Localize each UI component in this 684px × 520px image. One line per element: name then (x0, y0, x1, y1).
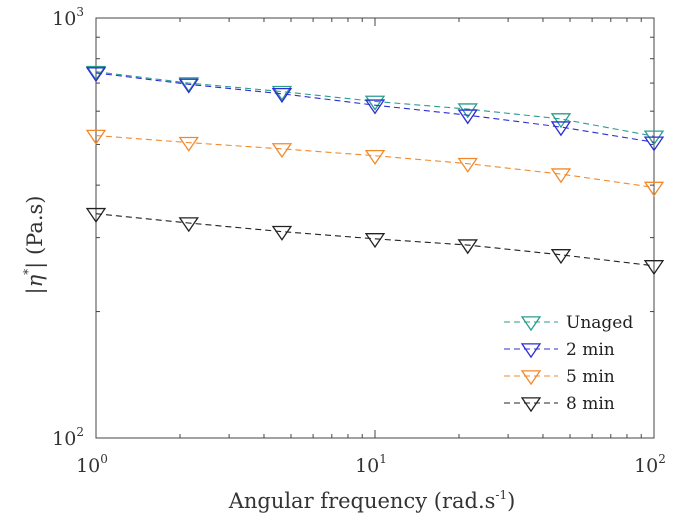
series-5-min (85, 129, 665, 197)
data-point (178, 77, 199, 93)
legend-marker (520, 397, 542, 413)
data-point (271, 143, 293, 159)
legend-marker (520, 370, 542, 386)
data-point (643, 136, 665, 152)
data-point (550, 121, 572, 137)
data-point (364, 149, 386, 165)
legend-label: Unaged (566, 313, 633, 333)
legend-marker (520, 343, 542, 359)
data-point (550, 113, 572, 129)
data-point (457, 157, 478, 173)
data-point (271, 88, 293, 104)
data-point (85, 67, 107, 83)
data-point (364, 95, 386, 111)
y-axis-label: |η*| (Pa.s) (21, 196, 48, 295)
legend-label: 5 min (566, 367, 615, 387)
series-layer (85, 65, 665, 276)
data-point (643, 260, 665, 276)
x-tick-label: 101 (355, 452, 387, 477)
data-point (457, 109, 478, 125)
data-point (271, 225, 293, 241)
y-tick-label: 103 (52, 5, 84, 30)
series-line (95, 213, 655, 267)
data-point (178, 217, 199, 233)
data-point (643, 181, 665, 197)
data-point (457, 239, 478, 255)
legend-item: 5 min (504, 367, 615, 387)
data-point (550, 168, 572, 184)
legend: Unaged 2 min 5 min 8 min (504, 313, 633, 414)
series-8-min (85, 207, 665, 276)
x-axis-ticks: 100 101 102 (76, 18, 666, 477)
y-axis-ticks: 102 103 (52, 5, 654, 450)
legend-item: Unaged (504, 313, 633, 333)
data-point (85, 129, 107, 145)
y-tick-label: 102 (52, 425, 84, 450)
series-line (95, 72, 655, 143)
x-axis-label: Angular frequency (rad.s-1) (228, 488, 516, 513)
data-point (178, 136, 199, 152)
legend-label: 8 min (566, 394, 615, 414)
data-point (550, 249, 572, 265)
legend-item: 8 min (504, 394, 615, 414)
legend-label: 2 min (566, 340, 615, 360)
legend-item: 2 min (504, 340, 615, 360)
legend-marker (520, 316, 542, 332)
x-tick-label: 102 (634, 452, 666, 477)
series-line (95, 71, 655, 137)
series-line (95, 134, 655, 188)
data-point (364, 233, 386, 249)
x-tick-label: 100 (76, 452, 108, 477)
data-point (85, 207, 107, 223)
data-point (178, 78, 199, 94)
data-point (364, 99, 386, 115)
series-2-min (85, 67, 665, 152)
